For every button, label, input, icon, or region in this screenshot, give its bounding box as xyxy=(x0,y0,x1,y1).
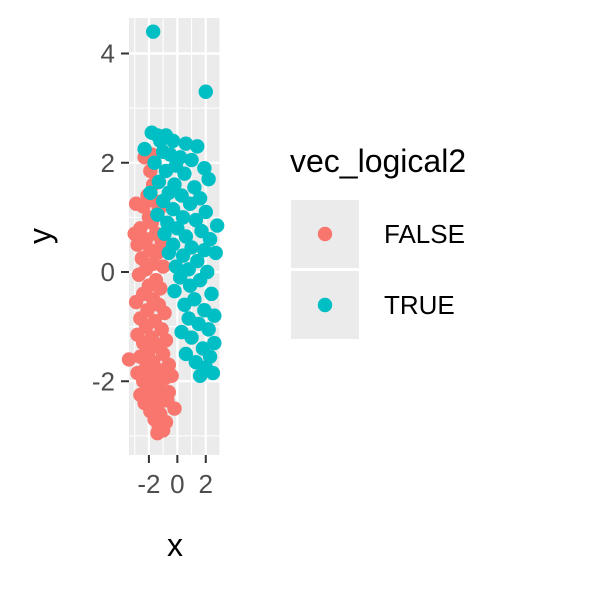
point-true xyxy=(207,335,222,351)
point-true xyxy=(209,218,225,233)
point-true xyxy=(158,163,174,179)
point-true xyxy=(177,166,192,181)
point-true xyxy=(184,330,199,345)
point-true xyxy=(167,283,182,299)
point-false xyxy=(130,237,145,252)
legend-label: FALSE xyxy=(384,219,465,249)
legend-label: TRUE xyxy=(384,290,455,320)
point-true xyxy=(177,297,192,312)
point-true xyxy=(145,24,161,39)
x-tick-label: 2 xyxy=(199,469,213,499)
point-false xyxy=(131,267,147,282)
point-true xyxy=(184,152,199,168)
point-true xyxy=(201,322,216,337)
point-true xyxy=(168,259,184,274)
point-true xyxy=(153,133,168,149)
point-false xyxy=(161,384,177,400)
point-false xyxy=(164,368,179,383)
point-true xyxy=(155,193,171,209)
point-true xyxy=(182,278,198,293)
point-true xyxy=(172,270,188,285)
point-true xyxy=(175,210,191,225)
y-tick-label: -2 xyxy=(92,366,115,396)
point-false xyxy=(153,281,168,296)
point-true xyxy=(205,365,221,381)
x-axis: -2 0 2 xyxy=(137,455,213,499)
point-false xyxy=(154,322,169,337)
point-true xyxy=(143,185,158,200)
point-true xyxy=(157,226,172,241)
point-false xyxy=(150,425,165,441)
y-tick-label: 0 xyxy=(101,257,115,287)
point-true xyxy=(201,171,216,187)
point-true xyxy=(147,155,162,170)
point-false xyxy=(167,401,182,416)
point-true xyxy=(197,161,212,176)
x-axis-title: x xyxy=(167,527,183,563)
y-tick-label: 2 xyxy=(101,148,115,178)
y-tick-label: 4 xyxy=(101,39,115,69)
point-false xyxy=(121,352,137,367)
point-false xyxy=(133,349,148,364)
point-true xyxy=(178,346,194,362)
point-true xyxy=(150,207,165,222)
y-axis: -2 0 2 4 xyxy=(92,39,129,396)
point-true xyxy=(165,133,181,149)
point-true xyxy=(178,136,194,151)
point-true xyxy=(190,139,205,154)
point-false xyxy=(155,259,171,274)
point-true xyxy=(187,180,202,195)
x-tick-label: -2 xyxy=(137,469,160,499)
point-false xyxy=(157,305,172,321)
point-true xyxy=(202,232,218,247)
point-true xyxy=(151,174,167,190)
point-true xyxy=(137,141,152,157)
point-true xyxy=(188,212,204,228)
point-false xyxy=(150,245,165,261)
point-false xyxy=(128,196,144,211)
point-true xyxy=(207,308,222,323)
legend: vec_logical2 FALSE TRUE xyxy=(290,143,466,339)
legend-key-point xyxy=(317,226,333,242)
point-false xyxy=(127,226,142,241)
x-tick-label: 0 xyxy=(170,469,184,499)
point-true xyxy=(204,286,219,302)
legend-title: vec_logical2 xyxy=(290,143,466,179)
point-false xyxy=(134,251,149,266)
point-false xyxy=(155,346,171,362)
point-true xyxy=(202,349,218,364)
point-true xyxy=(175,248,191,263)
y-axis-title: y xyxy=(22,228,58,244)
point-true xyxy=(192,368,208,383)
point-true xyxy=(197,242,212,258)
point-false xyxy=(128,294,144,310)
legend-key-point xyxy=(317,297,333,313)
point-true xyxy=(178,229,194,244)
point-true xyxy=(198,204,213,220)
point-true xyxy=(161,245,177,261)
data-points xyxy=(121,24,225,441)
point-true xyxy=(208,245,223,261)
point-true xyxy=(165,201,181,217)
point-true xyxy=(198,84,213,99)
point-true xyxy=(182,196,198,211)
